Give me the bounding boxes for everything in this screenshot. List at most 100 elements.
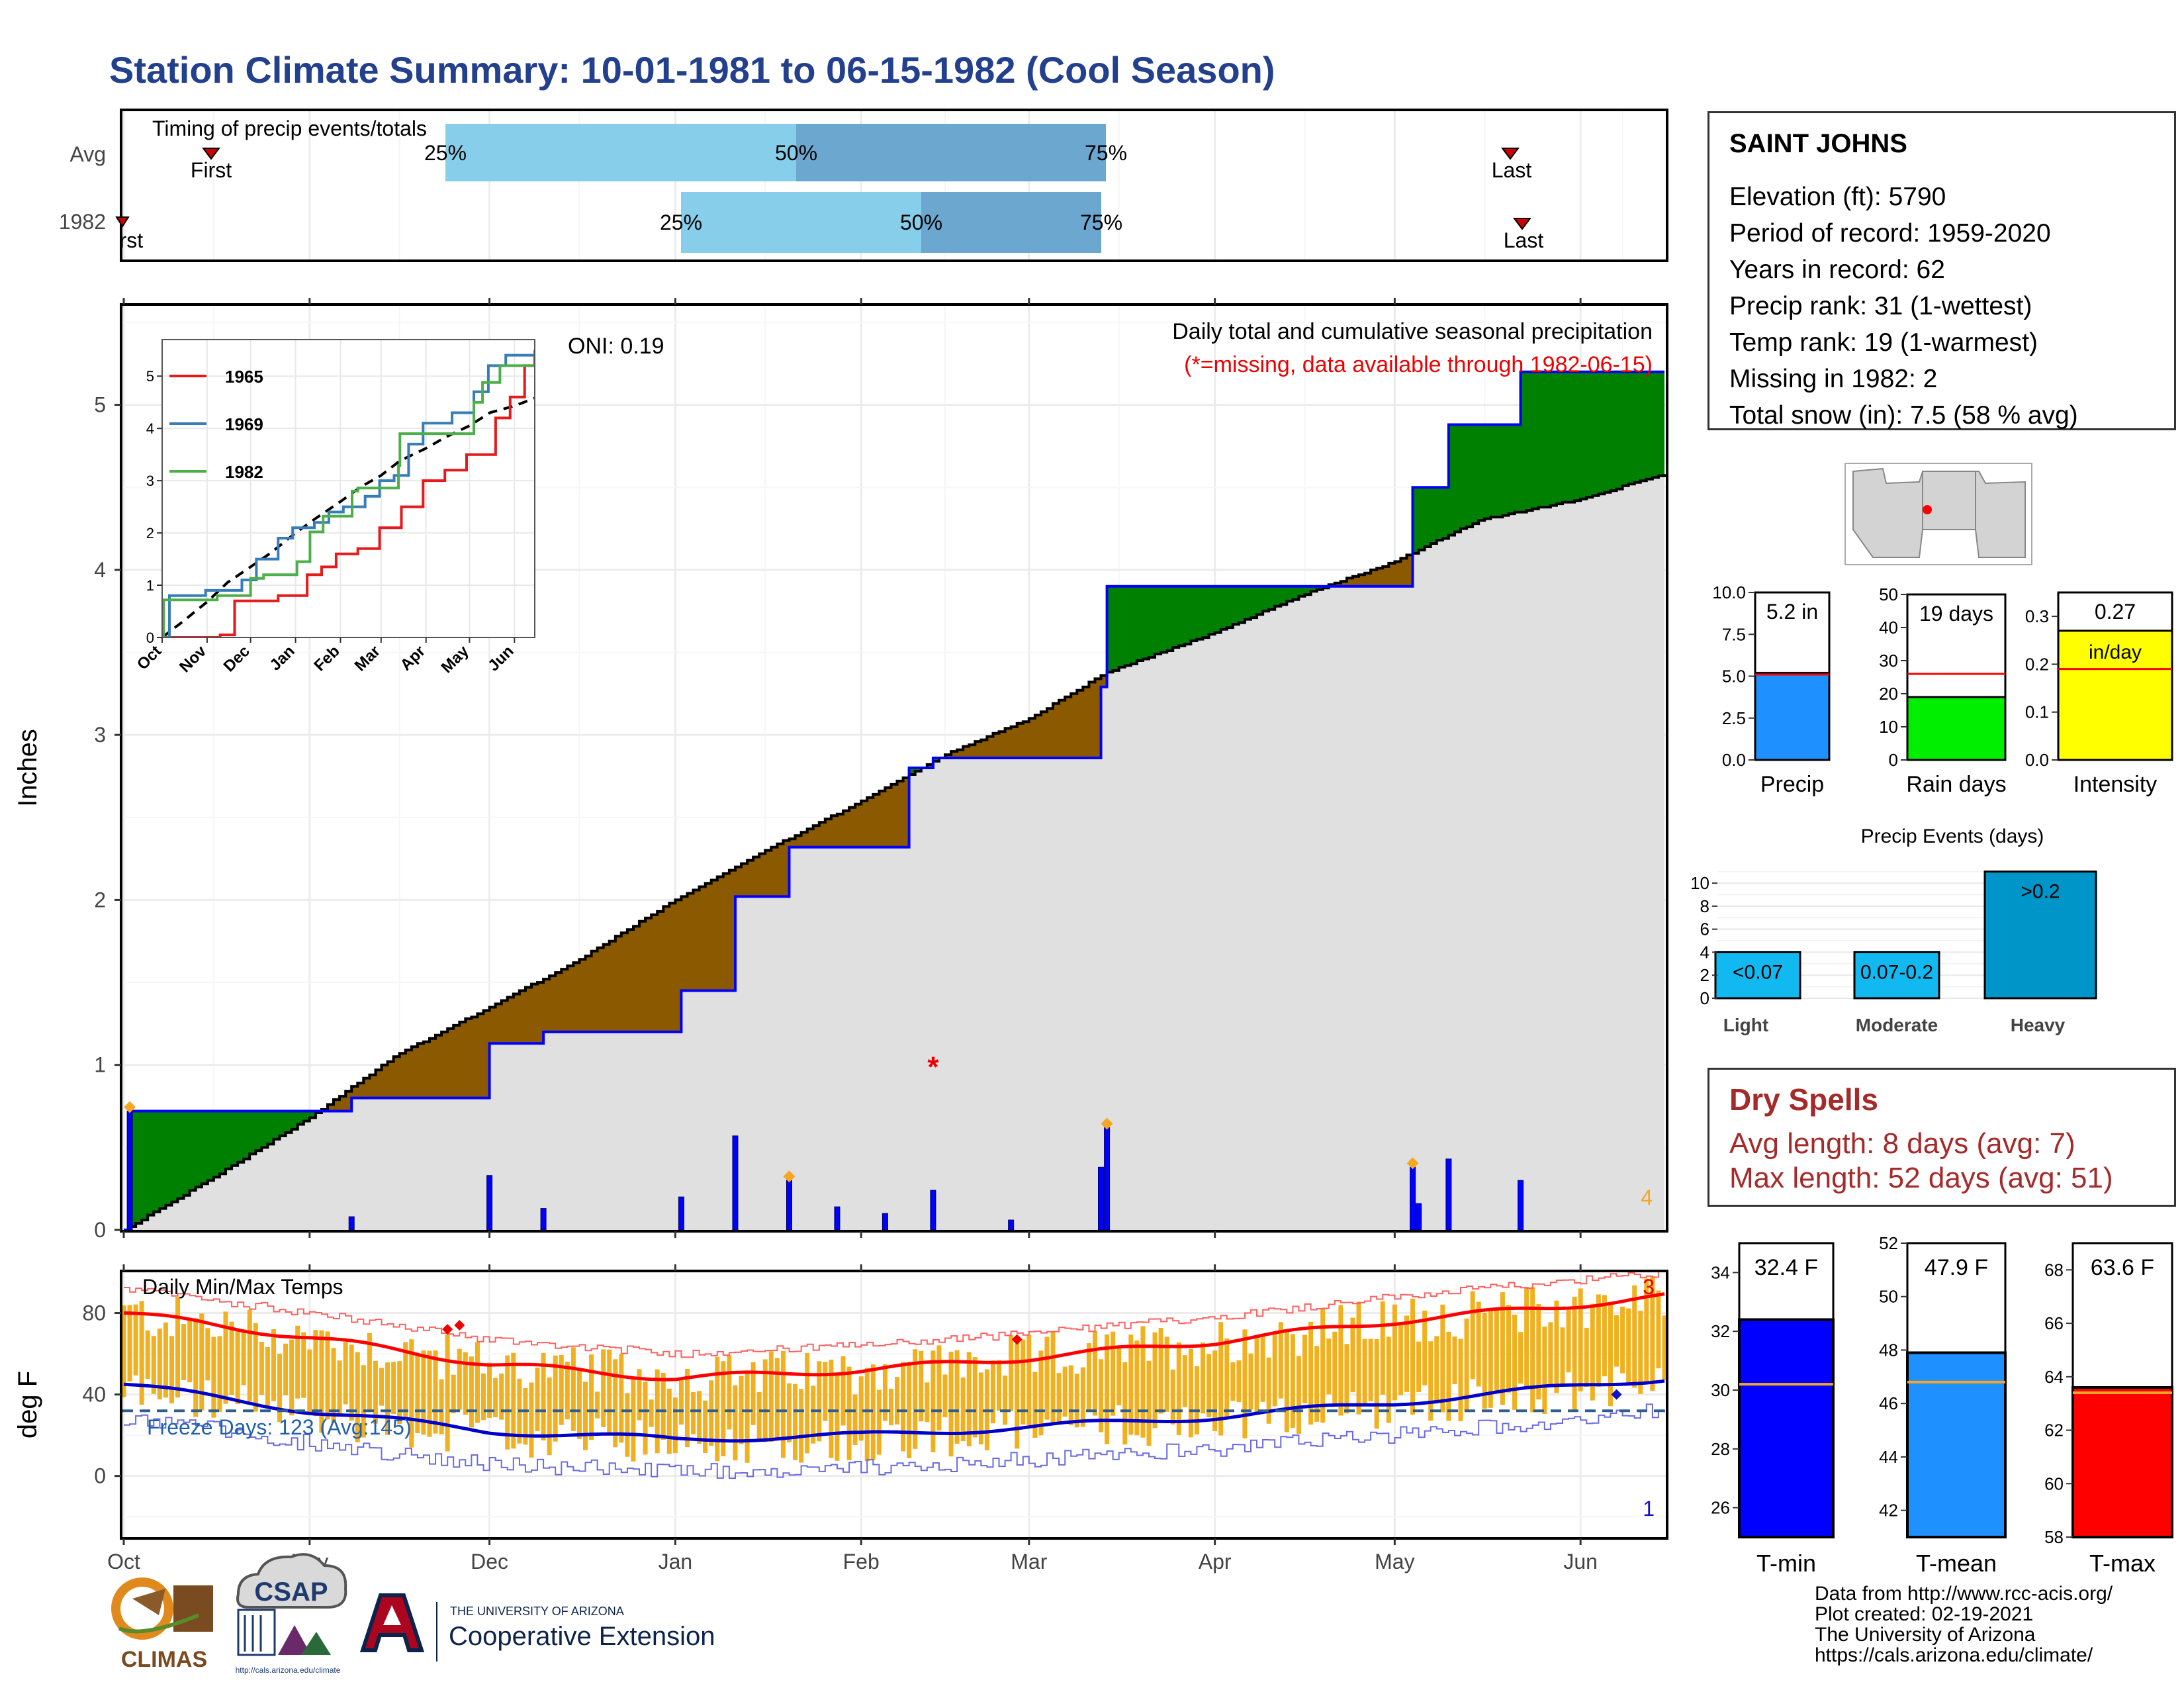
tmin-gauge-tick-label: 32	[1711, 1321, 1730, 1341]
daily-temp-bar	[265, 1346, 270, 1406]
daily-temp-bar	[463, 1352, 468, 1415]
daily-temp-bar	[1092, 1331, 1097, 1416]
yr-first-label: First	[102, 228, 143, 252]
yr-q75-label: 75%	[1080, 211, 1122, 234]
daily-temp-bar	[619, 1354, 624, 1443]
wet-departure-area	[124, 371, 1664, 1231]
daily-precip-bar	[1518, 1180, 1524, 1231]
daily-temp-bar	[295, 1325, 300, 1399]
daily-temp-bar	[1266, 1357, 1271, 1424]
events-bar-moderate	[1853, 951, 1940, 1000]
events-bar-light	[1714, 951, 1801, 1000]
daily-temp-bar	[666, 1388, 672, 1454]
month-label: Mar	[1011, 1550, 1047, 1573]
precip-ytick-label: 1	[94, 1053, 106, 1077]
tmax-gauge-value: 63.6 F	[2091, 1255, 2154, 1280]
daily-temp-bar	[1218, 1322, 1224, 1436]
inset-ytick-label: 3	[146, 473, 154, 489]
daily-temp-bar	[942, 1374, 948, 1417]
inset-ytick-label: 2	[146, 525, 154, 541]
daily-temp-bar	[475, 1342, 480, 1423]
daily-temp-bar	[223, 1311, 228, 1404]
daily-temp-bar	[721, 1361, 726, 1456]
season-cumulative-line	[124, 370, 1664, 1231]
daily-temp-bar	[361, 1365, 366, 1438]
timing-row-avg-label: Avg	[69, 142, 106, 166]
daily-temp-bar	[1326, 1338, 1332, 1395]
tmax-gauge-tick-label: 58	[2044, 1527, 2064, 1547]
daily-precip-bar	[1104, 1127, 1111, 1231]
events-bar-label: >0.2	[2021, 881, 2060, 903]
daily-temp-bar	[199, 1313, 205, 1411]
daily-temp-bar	[1506, 1305, 1511, 1393]
tmean-gauge-tick-label: 44	[1879, 1447, 1898, 1467]
month-label: May	[1375, 1550, 1414, 1573]
raindays-gauge-tick-label: 30	[1879, 651, 1898, 671]
daily-temp-bar	[487, 1362, 492, 1418]
daily-precip-bar	[540, 1208, 547, 1231]
daily-temp-bar	[1512, 1315, 1518, 1410]
daily-temp-bar	[786, 1383, 792, 1442]
daily-temp-bar	[829, 1359, 834, 1458]
daily-temp-bar	[997, 1360, 1002, 1411]
avg-last-marker	[1501, 148, 1520, 160]
credit-university: The University of Arizona	[1815, 1624, 2036, 1646]
inset-series-1982	[162, 364, 535, 637]
inset-legend-1965: 1965	[225, 367, 263, 387]
credit-data-source: Data from http://www.rcc-acis.org/	[1815, 1583, 2113, 1605]
daily-precip-bar	[930, 1190, 936, 1231]
daily-temp-bar	[283, 1343, 289, 1395]
daily-temp-bar	[1626, 1308, 1631, 1385]
daily-temp-bar	[1440, 1304, 1445, 1413]
raindays-gauge-tick-label: 20	[1879, 684, 1898, 704]
month-label: Apr	[1199, 1550, 1232, 1573]
daily-temp-bar	[1242, 1329, 1248, 1438]
precip-panel: * 0 1 2 3 4 5 Inches ONI: 0.19 Daily total an…	[13, 298, 1668, 1242]
daily-temp-bar	[1404, 1315, 1409, 1392]
daily-temp-bar	[1530, 1287, 1535, 1413]
daily-temp-bar	[481, 1373, 486, 1421]
tmin-gauge-tick-label: 34	[1711, 1262, 1730, 1282]
daily-temp-bar	[805, 1352, 810, 1454]
daily-temp-bar	[211, 1336, 216, 1418]
daily-temp-bar	[1212, 1350, 1218, 1431]
daily-temp-bar	[1284, 1331, 1289, 1432]
daily-temp-bar	[1272, 1331, 1277, 1407]
daily-temp-bar	[1572, 1296, 1577, 1411]
daily-temp-bar	[864, 1368, 870, 1462]
daily-temp-bar	[427, 1350, 432, 1437]
daily-temp-bar	[1201, 1342, 1206, 1414]
daily-temp-bar	[1236, 1360, 1242, 1403]
daily-temp-bar	[451, 1374, 456, 1414]
daily-temp-bar	[529, 1382, 534, 1458]
daily-temp-bar	[151, 1336, 156, 1394]
station-snow: Total snow (in): 7.5 (58 % avg)	[1729, 401, 2078, 430]
month-label: Jun	[1563, 1550, 1598, 1573]
daily-temp-bar	[1596, 1294, 1601, 1387]
daily-temp-bar	[823, 1362, 828, 1421]
temp-gauges: 26 28 30 32 34 32.4 F T-min 42 44 46 48 50 52 47.9 F T…	[1711, 1233, 2173, 1577]
daily-temp-bar	[301, 1332, 306, 1398]
tmean-gauge-tick-label: 46	[1879, 1393, 1898, 1413]
daily-temp-bar	[511, 1352, 516, 1449]
precip-ylabel: Inches	[13, 729, 42, 807]
daily-temp-bar	[1158, 1327, 1163, 1414]
events-chart: Precip Events (days) <0.07 Light 0.07-0.2 M…	[1690, 825, 2097, 1035]
daily-temp-bar	[925, 1382, 930, 1423]
ua-logo: THE UNIVERSITY OF ARIZONA Cooperative Ex…	[359, 1593, 715, 1662]
record-low-marker	[1611, 1389, 1622, 1400]
daily-temp-bar	[1584, 1327, 1589, 1387]
daily-temp-bar	[541, 1352, 546, 1440]
raindays-gauge-label: Rain days	[1906, 772, 2006, 797]
daily-temp-bar	[1410, 1298, 1416, 1415]
daily-temp-bar	[1206, 1354, 1212, 1417]
precip-ytick-label: 2	[94, 888, 106, 912]
daily-temp-bar	[1356, 1301, 1361, 1415]
daily-temp-bar	[1566, 1309, 1571, 1373]
daily-temp-bar	[625, 1393, 630, 1457]
daily-temp-bar	[649, 1399, 654, 1427]
daily-precip-bar	[882, 1213, 888, 1231]
raindays-gauge-bar	[1906, 696, 2007, 761]
daily-temp-bar	[1620, 1306, 1625, 1374]
daily-temp-bar	[678, 1378, 684, 1425]
